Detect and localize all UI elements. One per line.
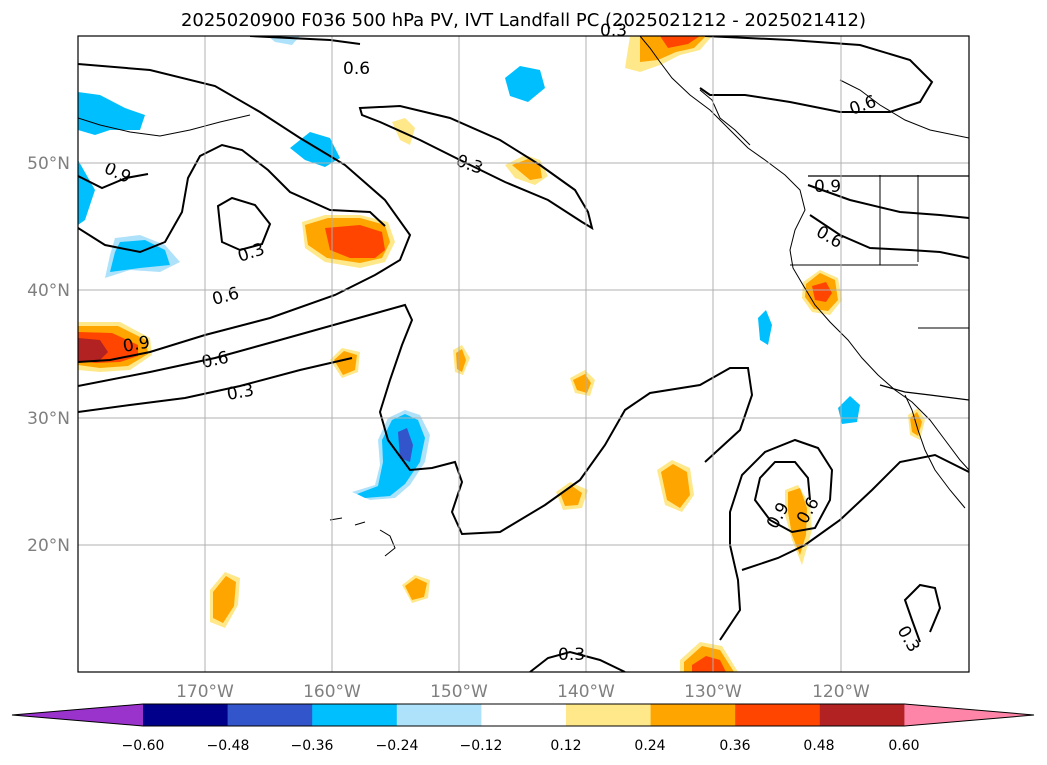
coastline [78, 36, 969, 557]
contour-label: 0.6 [200, 348, 231, 373]
colorbar-tick-labels: −0.60 −0.48 −0.36 −0.24 −0.12 0.12 0.24 … [122, 738, 920, 754]
colorbar-swatch [566, 704, 652, 726]
contour-label: 0.6 [847, 92, 879, 120]
colorbar-tick-label: −0.24 [376, 738, 419, 754]
colorbar-tick-label: 0.12 [550, 738, 581, 754]
colorbar-tick-label: −0.36 [291, 738, 334, 754]
colorbar [11, 703, 1035, 727]
lat-tick-label: 30°N [27, 409, 70, 429]
colorbar-tick-label: −0.48 [207, 738, 250, 754]
colorbar-swatch [650, 704, 736, 726]
contour-label: 0.3 [225, 381, 255, 405]
lat-tick-label: 20°N [27, 536, 70, 556]
contour-label: 0.3 [893, 623, 924, 656]
colorbar-swatch [481, 704, 567, 726]
colorbar-tick-label: 0.60 [888, 738, 919, 754]
map-title: 2025020900 F036 500 hPa PV, IVT Landfall… [180, 10, 867, 31]
contour-label: 0.3 [600, 21, 627, 41]
map-frame [77, 35, 970, 673]
colorbar-tick-label: −0.12 [460, 738, 503, 754]
contour-label: 0.3 [558, 645, 585, 665]
contour-label: 0.9 [121, 333, 151, 357]
ivt-pc-fill [78, 36, 925, 672]
contour-label: 0.9 [814, 177, 841, 197]
lon-tick-label: 120°W [812, 682, 870, 702]
lon-tick-label: 130°W [684, 682, 742, 702]
border-lines [808, 175, 969, 401]
colorbar-swatch [819, 704, 905, 726]
map-gridlines [78, 36, 969, 672]
lon-tick-label: 150°W [430, 682, 488, 702]
colorbar-extend-max [904, 704, 1034, 726]
colorbar-extend-min [12, 704, 143, 726]
colorbar-outline [11, 703, 1035, 727]
lon-tick-label: 160°W [303, 682, 361, 702]
contour-label: 0.6 [343, 59, 370, 79]
colorbar-swatch [312, 704, 398, 726]
colorbar-tick-label: −0.60 [122, 738, 165, 754]
colorbar-swatch [396, 704, 482, 726]
colorbar-tick-label: 0.48 [803, 738, 834, 754]
contour-labels: 0.6 0.9 0.3 0.3 0.9 0.6 0.3 0.6 0.6 0.9 … [101, 21, 924, 665]
contour-label: 0.6 [210, 284, 241, 310]
lon-tick-labels: 170°W 160°W 150°W 140°W 130°W 120°W [176, 682, 870, 702]
colorbar-tick-label: 0.24 [634, 738, 665, 754]
lat-tick-label: 50°N [27, 154, 70, 174]
colorbar-tick-label: 0.36 [719, 738, 750, 754]
colorbar-swatch [227, 704, 313, 726]
colorbar-swatch [143, 704, 229, 726]
contour-label: 0.3 [453, 151, 485, 179]
lat-tick-labels: 50°N 40°N 30°N 20°N [27, 154, 70, 556]
lat-tick-label: 40°N [27, 281, 70, 301]
lon-tick-label: 140°W [557, 682, 615, 702]
colorbar-swatch [735, 704, 821, 726]
lon-tick-label: 170°W [176, 682, 234, 702]
